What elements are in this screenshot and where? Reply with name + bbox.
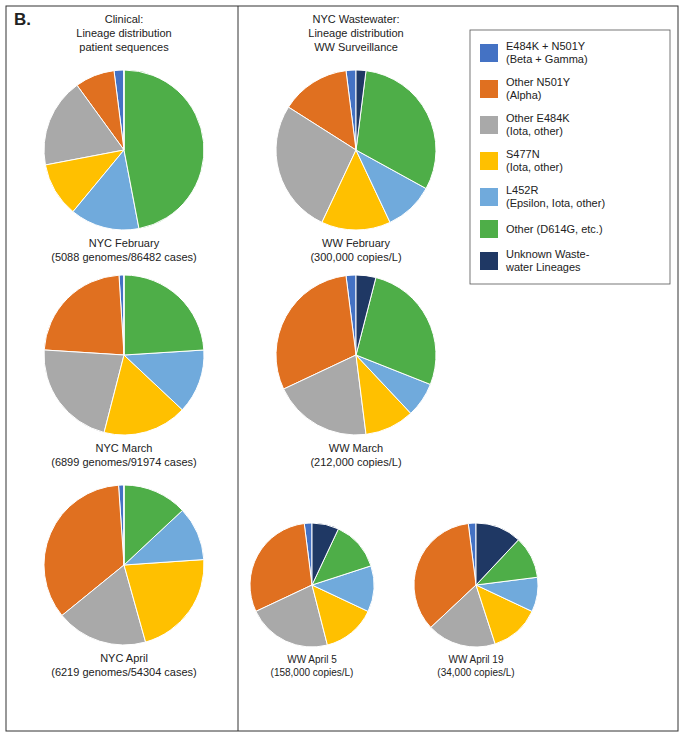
pie (276, 275, 436, 435)
pie-label: NYC February(5088 genomes/86482 cases) (51, 237, 197, 263)
pie-slice (124, 70, 204, 229)
pie-slice (476, 523, 518, 585)
pie-slice (124, 275, 204, 355)
pie-slice (284, 355, 366, 435)
legend-entry: Other (D614G, etc.) (506, 223, 603, 235)
legend-swatch (480, 152, 498, 170)
legend-swatch (480, 220, 498, 238)
pie-label: WW April 19(34,000 copies/L) (437, 654, 514, 678)
figure: NYC February(5088 genomes/86482 cases) NY… (0, 0, 684, 737)
pie-label: WW March(212,000 copies/L) (310, 442, 401, 468)
pie-slice (124, 70, 125, 150)
pie (44, 70, 204, 230)
pie-slice (356, 275, 376, 355)
divider (238, 6, 239, 731)
legend-entry: L452R(Epsilon, Iota, other) (506, 184, 605, 209)
column-header: NYC Wastewater:Lineage distributionWW Su… (308, 13, 403, 53)
pie-slice (124, 485, 125, 565)
legend-swatch (480, 116, 498, 134)
legend-swatch (480, 44, 498, 62)
panel-label: B. (14, 10, 31, 29)
legend-entry: S477N(Iota, other) (506, 148, 563, 173)
pie-slice (356, 70, 366, 150)
pie (250, 523, 374, 647)
legend-swatch (480, 252, 498, 270)
legend-entry: Unknown Waste-water Lineages (505, 248, 590, 273)
legend: E484K + N501Y(Beta + Gamma) Other N501Y(A… (470, 30, 670, 284)
pie-slice (44, 275, 124, 355)
legend-swatch (480, 188, 498, 206)
legend-entry: Other N501Y(Alpha) (506, 76, 571, 101)
border (6, 6, 678, 731)
pie-slice (124, 560, 204, 642)
column-header: Clinical:Lineage distributionpatient seq… (76, 13, 171, 53)
pie-slice (124, 275, 125, 355)
legend-entry: E484K + N501Y(Beta + Gamma) (506, 40, 588, 65)
pie-label: NYC March(6899 genomes/91974 cases) (51, 442, 197, 468)
pie-label: NYC April(6219 genomes/54304 cases) (51, 652, 197, 678)
pie (44, 275, 204, 435)
pie (44, 485, 204, 645)
pie-label: WW February(300,000 copies/L) (310, 237, 401, 263)
legend-swatch (480, 80, 498, 98)
pie-slice (356, 71, 436, 189)
pie (276, 70, 436, 230)
pie-slice (124, 350, 204, 410)
legend-entry: Other E484K(Iota, other) (506, 112, 570, 137)
background (0, 0, 684, 737)
pie-slice (312, 523, 338, 585)
pie (414, 523, 538, 647)
pie-label: WW April 5(158,000 copies/L) (271, 654, 354, 678)
legend-frame (470, 30, 670, 284)
pie-slice (124, 485, 182, 565)
